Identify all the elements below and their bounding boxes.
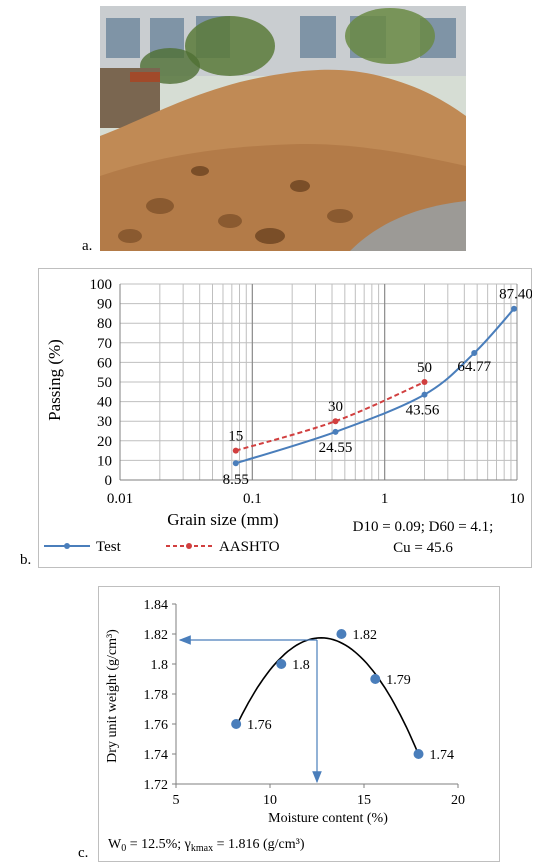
soil-pile-photo: [100, 6, 466, 251]
x-axis-label: Grain size (mm): [167, 510, 278, 529]
x-tick-label: 5: [173, 793, 180, 808]
axes: 1.72 1.74 1.76 1.78 1.8 1.82 1.84 5 10 15 20: [144, 598, 466, 808]
data-point-aashto: [421, 379, 428, 385]
series-layer: 8.55 24.55 43.56 64.77 87.40 15 30 50: [223, 287, 532, 489]
y-tick-label: 50: [97, 375, 112, 391]
data-label: 1.8: [292, 658, 310, 673]
data-label-test: 87.40: [499, 287, 532, 303]
y-tick-label: 30: [97, 414, 112, 430]
data-point-test: [471, 350, 478, 357]
optimum-annotation: W0 = 12.5%; γkmax = 1.816 (g/cm³): [108, 837, 305, 854]
panel-label-a: a.: [82, 238, 93, 254]
legend: Test AASHTO: [44, 539, 280, 555]
data-label: 1.76: [247, 718, 272, 733]
y-tick-label: 0: [105, 473, 113, 489]
y-tick-label: 70: [97, 336, 112, 352]
y-tick-label: 1.74: [144, 748, 169, 763]
panel-label-c: c.: [78, 845, 89, 861]
compaction-chart: 1.721.741.761.781.81.821.845 10 15 20 1.761…: [105, 598, 466, 854]
legend-test-label: Test: [96, 539, 122, 555]
series-line-test: [235, 308, 515, 465]
y-tick-label: 20: [97, 434, 112, 450]
data-point-test: [332, 428, 339, 435]
data-point: [370, 674, 381, 684]
data-point: [413, 749, 424, 759]
axes: 0 10 20 30 40 50 60 70 80 90 100 0.01 0.1 1 10: [90, 277, 525, 507]
y-axis-label: Dry unit weight (g/cm³): [105, 629, 120, 763]
data-label-test: 64.77: [457, 359, 491, 375]
marks-layer: 1.76 1.8 1.82 1.79 1.74: [178, 628, 455, 784]
compaction-curve: [235, 636, 420, 755]
data-point-aashto: [232, 447, 239, 454]
data-label-test: 8.55: [223, 472, 249, 488]
y-tick-label: 60: [97, 355, 112, 371]
y-tick-label: 40: [97, 395, 112, 411]
y-tick-label: 1.78: [144, 688, 169, 703]
x-tick-label: 10: [263, 793, 277, 808]
data-point-test: [421, 391, 428, 398]
data-label: 1.74: [430, 748, 455, 763]
x-tick-label: 20: [451, 793, 465, 808]
data-label: 1.79: [386, 673, 411, 688]
data-point: [231, 719, 242, 729]
legend-aashto-marker: [186, 543, 192, 549]
y-tick-label: 1.72: [144, 778, 169, 793]
x-tick-label: 0.1: [243, 491, 262, 507]
x-axis-label: Moisture content (%): [268, 811, 388, 826]
legend-test-marker: [64, 543, 70, 549]
stats-annotation-line1: D10 = 0.09; D60 = 4.1;: [353, 519, 494, 535]
panel-label-b: b.: [20, 552, 32, 568]
data-point-test: [511, 305, 518, 312]
compaction-chart-frame: [98, 586, 500, 862]
y-tick-label: 1.84: [144, 598, 169, 613]
y-tick-label: 90: [97, 297, 112, 313]
x-tick-label: 1: [381, 491, 389, 507]
y-tick-label: 80: [97, 316, 112, 332]
data-label-test: 43.56: [406, 403, 440, 419]
data-point-test: [232, 460, 239, 467]
data-label-aashto: 15: [228, 429, 243, 445]
data-point: [336, 629, 347, 639]
data-label-test: 24.55: [319, 440, 353, 456]
stats-annotation-line2: Cu = 45.6: [393, 540, 453, 556]
grain-size-chart: 0 10 20 30 40 50 60 70 80 90 100 0.01 0.1 1 10 8.55 24.…: [44, 277, 532, 556]
y-axis-label: Passing (%): [45, 339, 64, 421]
x-tick-label: 10: [510, 491, 525, 507]
y-tick-label: 1.76: [144, 718, 169, 733]
y-tick-label: 1.8: [151, 658, 169, 673]
y-tick-label: 1.82: [144, 628, 169, 643]
data-point-aashto: [332, 418, 339, 425]
data-point: [276, 659, 287, 669]
legend-aashto-label: AASHTO: [219, 539, 280, 555]
x-tick-label: 0.01: [107, 491, 133, 507]
data-label-aashto: 50: [417, 360, 432, 376]
series-line-aashto: [235, 381, 425, 452]
y-tick-label: 100: [90, 277, 113, 293]
y-tick-label: 10: [97, 453, 112, 469]
data-label-aashto: 30: [328, 399, 343, 415]
data-label: 1.82: [352, 628, 377, 643]
x-tick-label: 15: [357, 793, 371, 808]
